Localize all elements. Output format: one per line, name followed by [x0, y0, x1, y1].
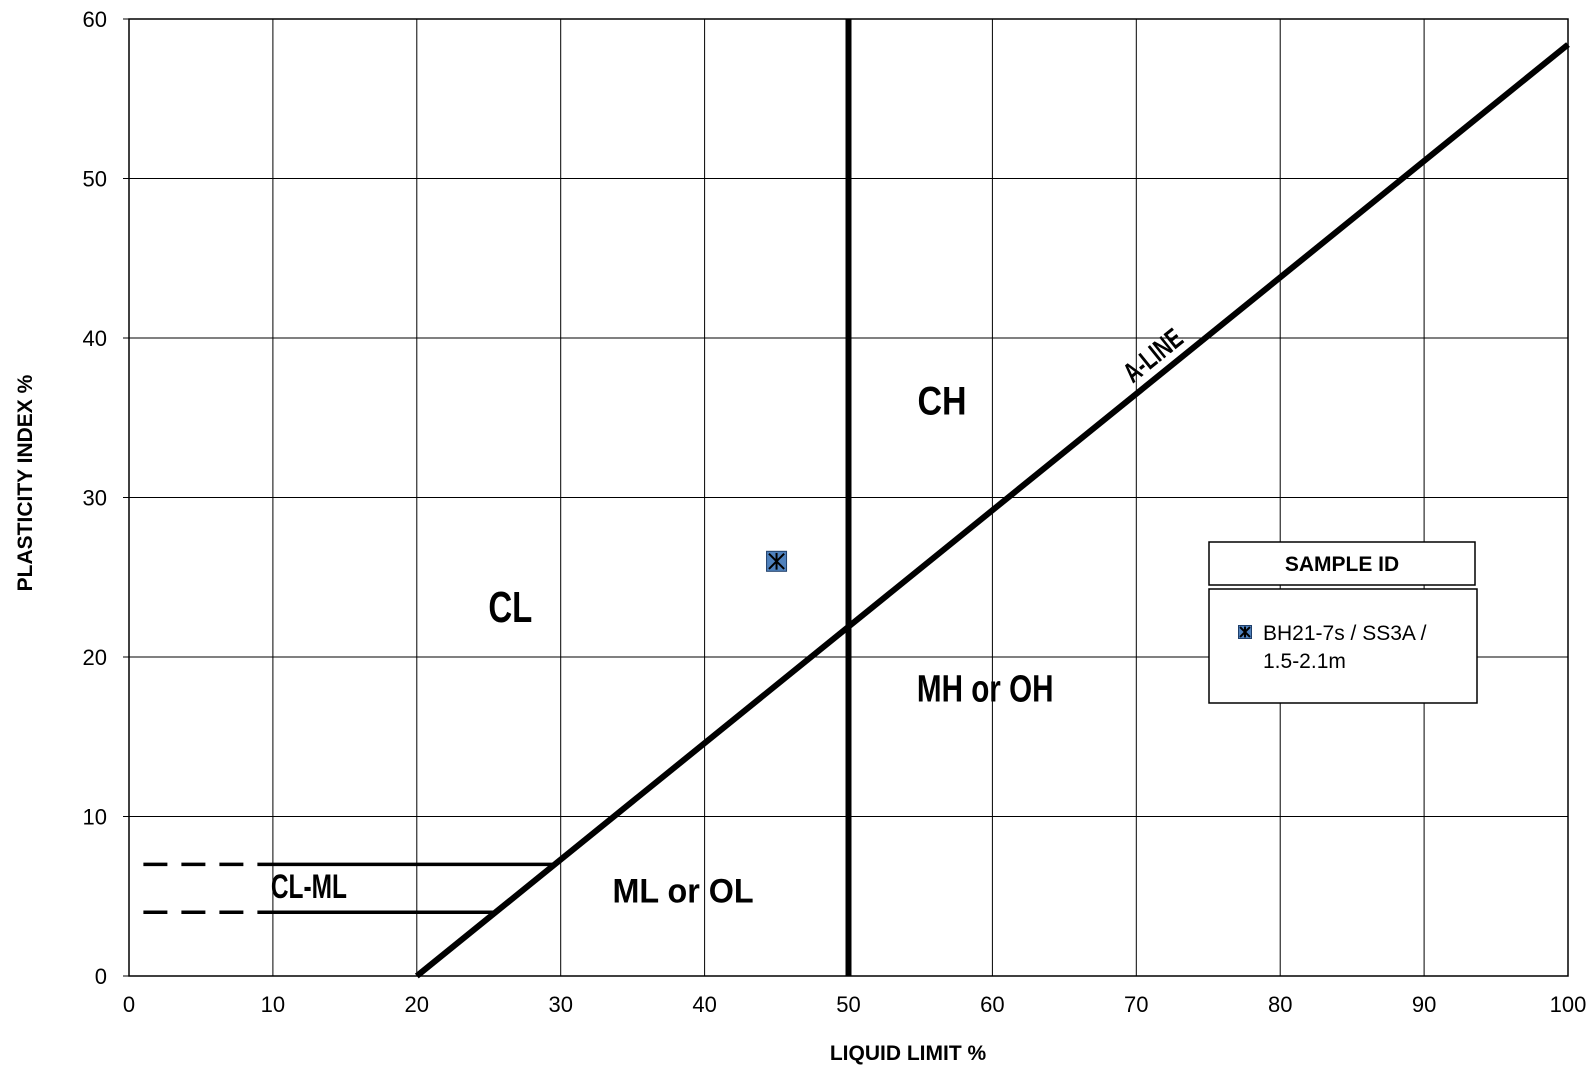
- legend-marker: [1238, 625, 1252, 639]
- y-tick-label: 60: [83, 7, 107, 32]
- y-tick-label: 50: [83, 167, 107, 192]
- zone-label-ch: CH: [917, 378, 966, 423]
- x-tick-label: 30: [548, 992, 572, 1017]
- zone-label-ml-or-ol: ML or OL: [612, 873, 753, 911]
- legend-title-box: [1208, 541, 1476, 586]
- zone-label-cl-ml: CL-ML: [271, 868, 347, 906]
- y-tick-label: 40: [83, 326, 107, 351]
- x-tick-label: 80: [1268, 992, 1292, 1017]
- legend-label-line: 1.5-2.1m: [1263, 650, 1346, 673]
- legend: SAMPLE ID BH21-7s / SS3A / 1.5-2.1m: [1208, 541, 1478, 704]
- data-point: [766, 550, 788, 572]
- zone-labels: CH CL MH or OH ML or OL CL-ML: [271, 378, 1054, 911]
- a-line: [414, 42, 1570, 979]
- legend-label-line: BH21-7s / SS3A /: [1263, 622, 1427, 645]
- y-tick-label: 30: [83, 486, 107, 511]
- legend-box: [1208, 588, 1478, 704]
- x-tick-label: 10: [261, 992, 285, 1017]
- legend-title: SAMPLE ID: [1285, 553, 1399, 576]
- x-tick-label: 0: [123, 992, 135, 1017]
- x-tick-label: 100: [1550, 992, 1587, 1017]
- x-tick-label: 90: [1412, 992, 1436, 1017]
- y-tick-label: 10: [83, 805, 107, 830]
- y-tick-label: 0: [95, 964, 107, 989]
- x-tick-label: 60: [980, 992, 1004, 1017]
- x-tick-label: 20: [405, 992, 429, 1017]
- x-axis-title: LIQUID LIMIT %: [830, 1042, 987, 1065]
- y-tick-label: 20: [83, 645, 107, 670]
- zone-label-cl: CL: [488, 583, 532, 632]
- data-points: [766, 550, 788, 572]
- x-tick-label: 50: [836, 992, 860, 1017]
- tick-labels: 0 10 20 30 40 50 60 70 80 90 100 0 10 20 30 40 50 60: [83, 7, 1587, 1017]
- zone-label-mh-or-oh: MH or OH: [917, 668, 1054, 710]
- x-tick-label: 40: [692, 992, 716, 1017]
- legend-entry: BH21-7s / SS3A / 1.5-2.1m: [1238, 622, 1427, 673]
- x-tick-label: 70: [1124, 992, 1148, 1017]
- y-axis-title: PLASTICITY INDEX %: [14, 374, 37, 591]
